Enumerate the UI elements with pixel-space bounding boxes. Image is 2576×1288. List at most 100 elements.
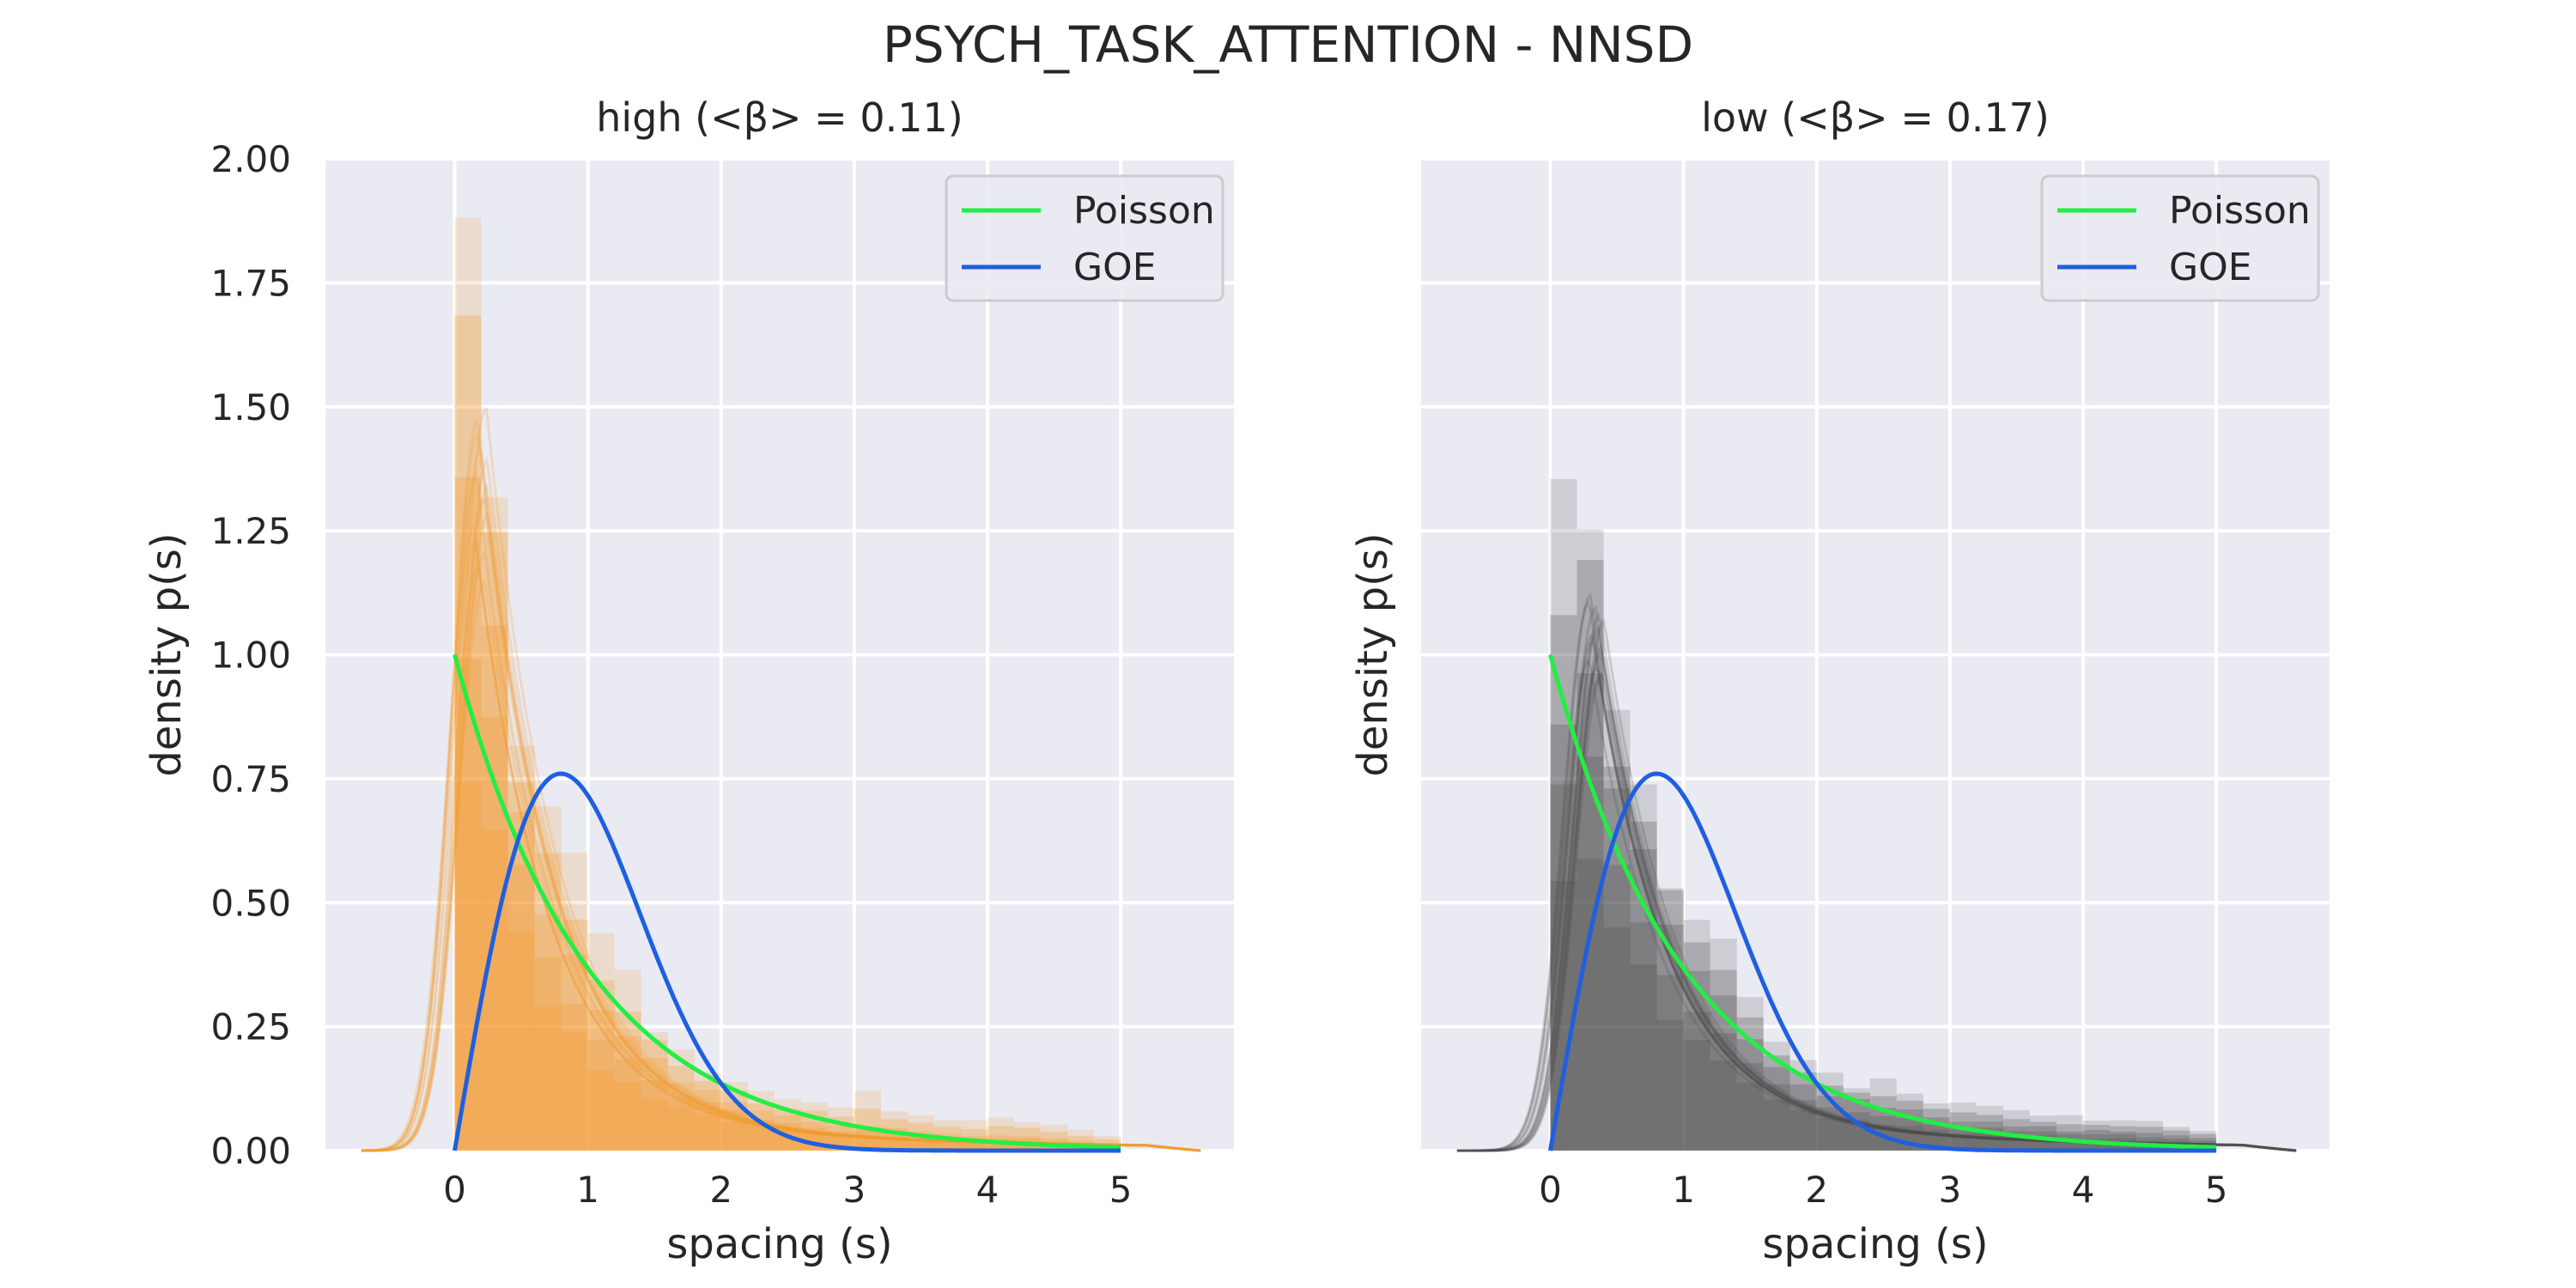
histogram-bar bbox=[880, 1137, 908, 1151]
histogram-bar bbox=[614, 1082, 641, 1151]
histogram-bar bbox=[987, 1141, 1015, 1151]
histogram-bar bbox=[1843, 1120, 1870, 1151]
histogram-bar bbox=[2002, 1109, 2030, 1151]
goe-line bbox=[1548, 771, 2217, 1153]
histogram-bar bbox=[614, 1059, 641, 1151]
legend-box bbox=[2040, 174, 2320, 302]
histogram-bar bbox=[1736, 1063, 1764, 1151]
histogram-bar bbox=[1656, 975, 1684, 1151]
histogram-bar bbox=[561, 954, 588, 1151]
legend-label: Poisson bbox=[1073, 189, 1215, 233]
histogram-bar bbox=[614, 1012, 641, 1151]
x-tick-label: 2 bbox=[709, 1169, 732, 1211]
histogram-bar bbox=[2056, 1124, 2084, 1151]
histogram-bar bbox=[641, 1080, 668, 1151]
histogram-bar bbox=[1577, 756, 1604, 1151]
histogram-bar bbox=[2083, 1124, 2111, 1151]
histogram-bar bbox=[641, 1039, 668, 1151]
histogram-bar bbox=[641, 1058, 668, 1151]
histogram-bar bbox=[1550, 478, 1577, 1151]
histogram-bar bbox=[507, 932, 535, 1151]
histogram-bar bbox=[694, 1102, 721, 1151]
histogram-bar bbox=[667, 1083, 695, 1151]
histogram-bar bbox=[1603, 709, 1631, 1151]
histogram-bar bbox=[694, 1072, 721, 1151]
histogram-bar bbox=[454, 477, 482, 1151]
histogram-bar bbox=[1923, 1109, 1950, 1151]
histogram-bar bbox=[1976, 1133, 2003, 1151]
histogram-bar bbox=[1976, 1121, 2003, 1151]
histogram-bar bbox=[933, 1120, 961, 1151]
x-tick-label: 3 bbox=[843, 1169, 866, 1211]
histogram-bar bbox=[1683, 970, 1710, 1151]
histogram-bar bbox=[1550, 784, 1577, 1151]
x-tick-label: 3 bbox=[1939, 1169, 1962, 1211]
histogram-bar bbox=[587, 980, 615, 1151]
histogram-bar bbox=[880, 1132, 908, 1151]
histogram-bar bbox=[587, 933, 615, 1151]
y-axis-label: density p(s) bbox=[1349, 532, 1397, 776]
histogram-bar bbox=[614, 1036, 641, 1151]
histogram-bar bbox=[1683, 1012, 1710, 1151]
legend-box bbox=[945, 174, 1224, 302]
y-tick-label: 2.00 bbox=[210, 138, 291, 180]
x-tick-label: 5 bbox=[2205, 1169, 2228, 1211]
histogram-bar bbox=[534, 805, 562, 1151]
histogram-bar bbox=[534, 957, 562, 1151]
histogram-bar bbox=[507, 865, 535, 1151]
histogram-bar bbox=[1577, 560, 1604, 1151]
histogram-bar bbox=[1736, 1039, 1764, 1151]
histogram-bar bbox=[1014, 1127, 1042, 1151]
histogram-bar bbox=[1949, 1133, 1977, 1151]
histogram-bar bbox=[720, 1121, 748, 1151]
histogram-bar bbox=[1789, 1072, 1817, 1151]
y-tick-label: 0.75 bbox=[210, 758, 291, 800]
histogram-bar bbox=[1710, 939, 1737, 1151]
histogram-bar bbox=[694, 1080, 721, 1151]
histogram-bar bbox=[1736, 997, 1764, 1151]
histogram-bar bbox=[854, 1091, 881, 1151]
goe-line bbox=[453, 771, 1121, 1153]
histogram-bar bbox=[1816, 1117, 1844, 1151]
x-tick-label: 5 bbox=[1109, 1169, 1133, 1211]
histogram-bar bbox=[1630, 784, 1657, 1151]
histogram-bar bbox=[747, 1126, 775, 1151]
poisson-line bbox=[453, 653, 1121, 1150]
histogram-bar bbox=[1976, 1105, 2003, 1151]
histogram-bar bbox=[907, 1134, 934, 1151]
histogram-bar bbox=[720, 1109, 748, 1151]
histogram-bar bbox=[907, 1139, 934, 1151]
histogram-bar bbox=[534, 1006, 562, 1151]
histogram-bar bbox=[2002, 1136, 2030, 1151]
histogram-bar bbox=[1869, 1108, 1897, 1151]
y-tick-label: 1.00 bbox=[210, 635, 291, 677]
histogram-bar bbox=[507, 745, 535, 1151]
histogram-bar bbox=[1763, 1066, 1790, 1151]
panel-high: 0 1 2 3 4 5 0.00 0.25 0.50 0.75 1.00 1.25 1.50 1.75 2.… bbox=[143, 94, 1234, 1268]
histogram-bar bbox=[1630, 964, 1657, 1151]
histogram-bar bbox=[933, 1140, 961, 1151]
poisson-line bbox=[1548, 653, 2217, 1150]
x-tick-label: 0 bbox=[443, 1169, 466, 1211]
histogram-bar bbox=[1630, 849, 1657, 1151]
histogram-bar bbox=[1816, 1096, 1844, 1151]
histogram-bar bbox=[1789, 1100, 1817, 1151]
histogram-bar bbox=[587, 1069, 615, 1151]
histogram-bar bbox=[587, 1010, 615, 1151]
legend-label: GOE bbox=[1073, 246, 1157, 289]
histogram-bar bbox=[561, 1032, 588, 1151]
panel-low: 0 1 2 3 4 5 spacing (s) density p(s) low (<β> = … bbox=[1349, 94, 2330, 1268]
histogram-bar bbox=[1577, 859, 1604, 1151]
histogram-bar bbox=[1630, 821, 1657, 1151]
histogram-bar bbox=[2110, 1126, 2137, 1151]
histogram-bar bbox=[1603, 927, 1631, 1151]
histogram-bar bbox=[987, 1117, 1015, 1151]
histogram-bar bbox=[2056, 1115, 2084, 1151]
histogram-bar bbox=[1577, 529, 1604, 1151]
histogram-bar bbox=[774, 1109, 801, 1151]
histogram-bar bbox=[1763, 1099, 1790, 1151]
histogram-bar bbox=[1816, 1107, 1844, 1151]
histogram-bar bbox=[667, 1097, 695, 1151]
histogram-bar bbox=[2083, 1121, 2111, 1151]
histogram-bar bbox=[507, 782, 535, 1151]
